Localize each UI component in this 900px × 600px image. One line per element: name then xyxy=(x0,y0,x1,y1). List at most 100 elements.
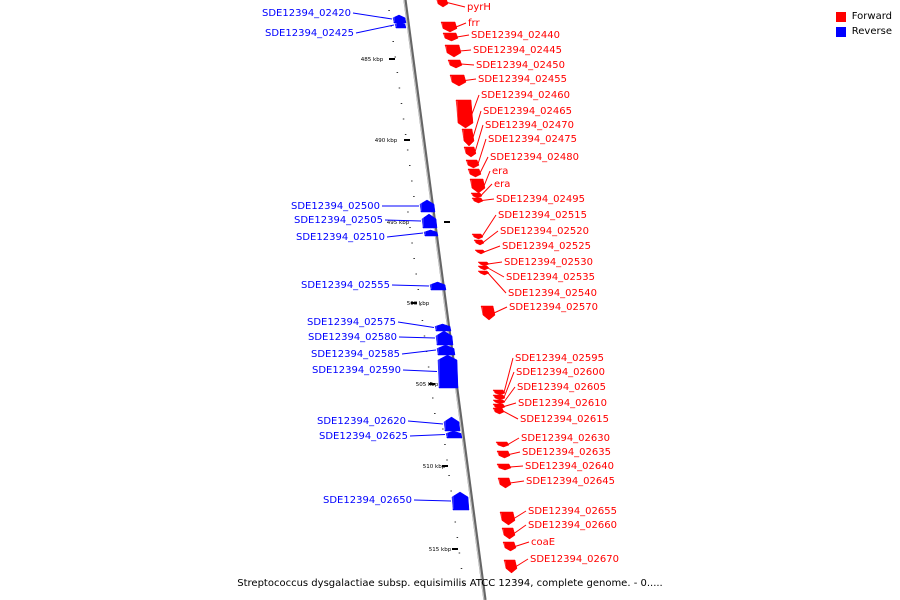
gene-forward xyxy=(477,261,490,267)
gene-forward xyxy=(461,128,475,147)
scale-dot xyxy=(411,180,413,182)
gene-label-reverse: SDE12394_02500 xyxy=(291,201,380,212)
gene-label-forward: SDE12394_02465 xyxy=(483,106,572,117)
scale-dot xyxy=(413,196,415,197)
gene-forward xyxy=(492,399,506,405)
gene-label-forward: SDE12394_02610 xyxy=(518,398,607,409)
gene-label-reverse: SDE12394_02510 xyxy=(296,232,385,243)
scale-dot xyxy=(415,273,417,275)
scale-dot xyxy=(450,490,452,492)
scale-dot xyxy=(427,366,430,368)
gene-label-reverse: SDE12394_02575 xyxy=(307,317,396,328)
gene-forward xyxy=(440,21,458,33)
gene-forward xyxy=(480,305,496,321)
scale-dot xyxy=(396,72,399,73)
gene-label-forward: SDE12394_02640 xyxy=(525,461,614,472)
gene-leader-forward xyxy=(502,410,519,420)
gene-label-forward: era xyxy=(494,179,510,190)
scale-dot xyxy=(407,211,409,213)
scale-dot xyxy=(456,537,459,538)
gene-label-forward: SDE12394_02605 xyxy=(517,382,606,393)
gene-leader-forward xyxy=(515,558,529,567)
gene-reverse xyxy=(394,21,407,29)
scale-dot xyxy=(429,382,432,383)
gene-label-reverse: SDE12394_02420 xyxy=(262,8,351,19)
gene-forward xyxy=(477,265,490,271)
scale-dot xyxy=(409,227,411,228)
gene-leader-forward xyxy=(487,261,503,265)
gene-leader-forward xyxy=(508,451,521,455)
gene-label-forward: SDE12394_02600 xyxy=(516,367,605,378)
scale-dot xyxy=(400,103,403,104)
scale-dot xyxy=(411,242,413,244)
tick-mark xyxy=(389,58,395,60)
gene-forward xyxy=(473,239,485,246)
tick-label: 485 kbp xyxy=(361,57,384,63)
gene-label-forward: frr xyxy=(468,18,480,29)
gene-label-forward: SDE12394_02635 xyxy=(522,447,611,458)
gene-reverse xyxy=(451,491,470,511)
gene-reverse xyxy=(437,354,459,389)
gene-forward xyxy=(467,168,482,178)
gene-forward xyxy=(471,197,484,204)
gene-leader-forward xyxy=(480,183,493,196)
scale-dot xyxy=(419,304,422,306)
gene-forward xyxy=(502,541,517,552)
legend: Forward Reverse xyxy=(835,9,892,39)
gene-label-forward: SDE12394_02445 xyxy=(473,45,562,56)
gene-label-reverse: SDE12394_02585 xyxy=(311,349,400,360)
scale-dot xyxy=(460,568,463,569)
gene-leader-forward xyxy=(487,272,507,294)
gene-leader-reverse xyxy=(391,284,430,287)
gene-label-forward: SDE12394_02655 xyxy=(528,506,617,517)
gene-leader-forward xyxy=(513,524,527,534)
scale-dot xyxy=(392,41,394,42)
gene-forward xyxy=(442,32,459,42)
gene-label-forward: SDE12394_02520 xyxy=(500,226,589,237)
tick-mark xyxy=(442,465,448,467)
genome-backbone xyxy=(403,0,487,600)
scale-dot xyxy=(417,289,420,290)
gene-label-reverse: SDE12394_02620 xyxy=(317,416,406,427)
gene-label-forward: SDE12394_02460 xyxy=(481,90,570,101)
scale-dot xyxy=(442,428,444,430)
gene-forward xyxy=(449,74,467,87)
gene-forward xyxy=(495,441,510,448)
gene-leader-forward xyxy=(472,110,482,138)
gene-forward xyxy=(496,463,512,471)
gene-leader-forward xyxy=(509,480,525,484)
gene-leader-forward xyxy=(464,78,477,81)
scale-dot xyxy=(458,552,461,554)
tick-label: 505 kbp xyxy=(416,382,439,388)
scale-dot xyxy=(448,475,450,476)
scale-dot xyxy=(398,87,401,89)
scale-dot xyxy=(402,118,405,120)
gene-label-forward: SDE12394_02530 xyxy=(504,257,593,268)
gene-forward xyxy=(492,389,506,396)
gene-label-forward: SDE12394_02595 xyxy=(515,353,604,364)
ticks-layer: 485 kbp 490 kbp 495 kbp 500 kbp 505 kbp 510 k… xyxy=(361,10,465,585)
gene-leader-forward xyxy=(481,198,495,201)
gene-leader-forward xyxy=(503,402,517,407)
gene-leader-reverse xyxy=(409,434,446,437)
scale-dot xyxy=(413,258,415,259)
tick-label: 500 kbp xyxy=(407,301,430,307)
gene-leader-forward xyxy=(503,357,514,393)
gene-reverse xyxy=(436,344,456,356)
gene-forward xyxy=(492,394,506,401)
gene-leader-forward xyxy=(503,371,515,398)
gene-forward xyxy=(496,450,511,459)
genome-backbone-highlight xyxy=(403,0,485,600)
gene-label-forward: SDE12394_02660 xyxy=(528,520,617,531)
gene-label-reverse: SDE12394_02650 xyxy=(323,495,412,506)
gene-leader-forward xyxy=(509,465,524,468)
gene-leader-reverse xyxy=(386,232,424,238)
tick-mark xyxy=(404,139,410,141)
scale-dot xyxy=(446,459,448,461)
gene-leader-reverse xyxy=(401,349,437,355)
tick-label: 490 kbp xyxy=(375,138,398,144)
gene-leader-forward xyxy=(514,541,530,547)
scale-dot xyxy=(454,521,457,523)
gene-label-forward: SDE12394_02450 xyxy=(476,60,565,71)
